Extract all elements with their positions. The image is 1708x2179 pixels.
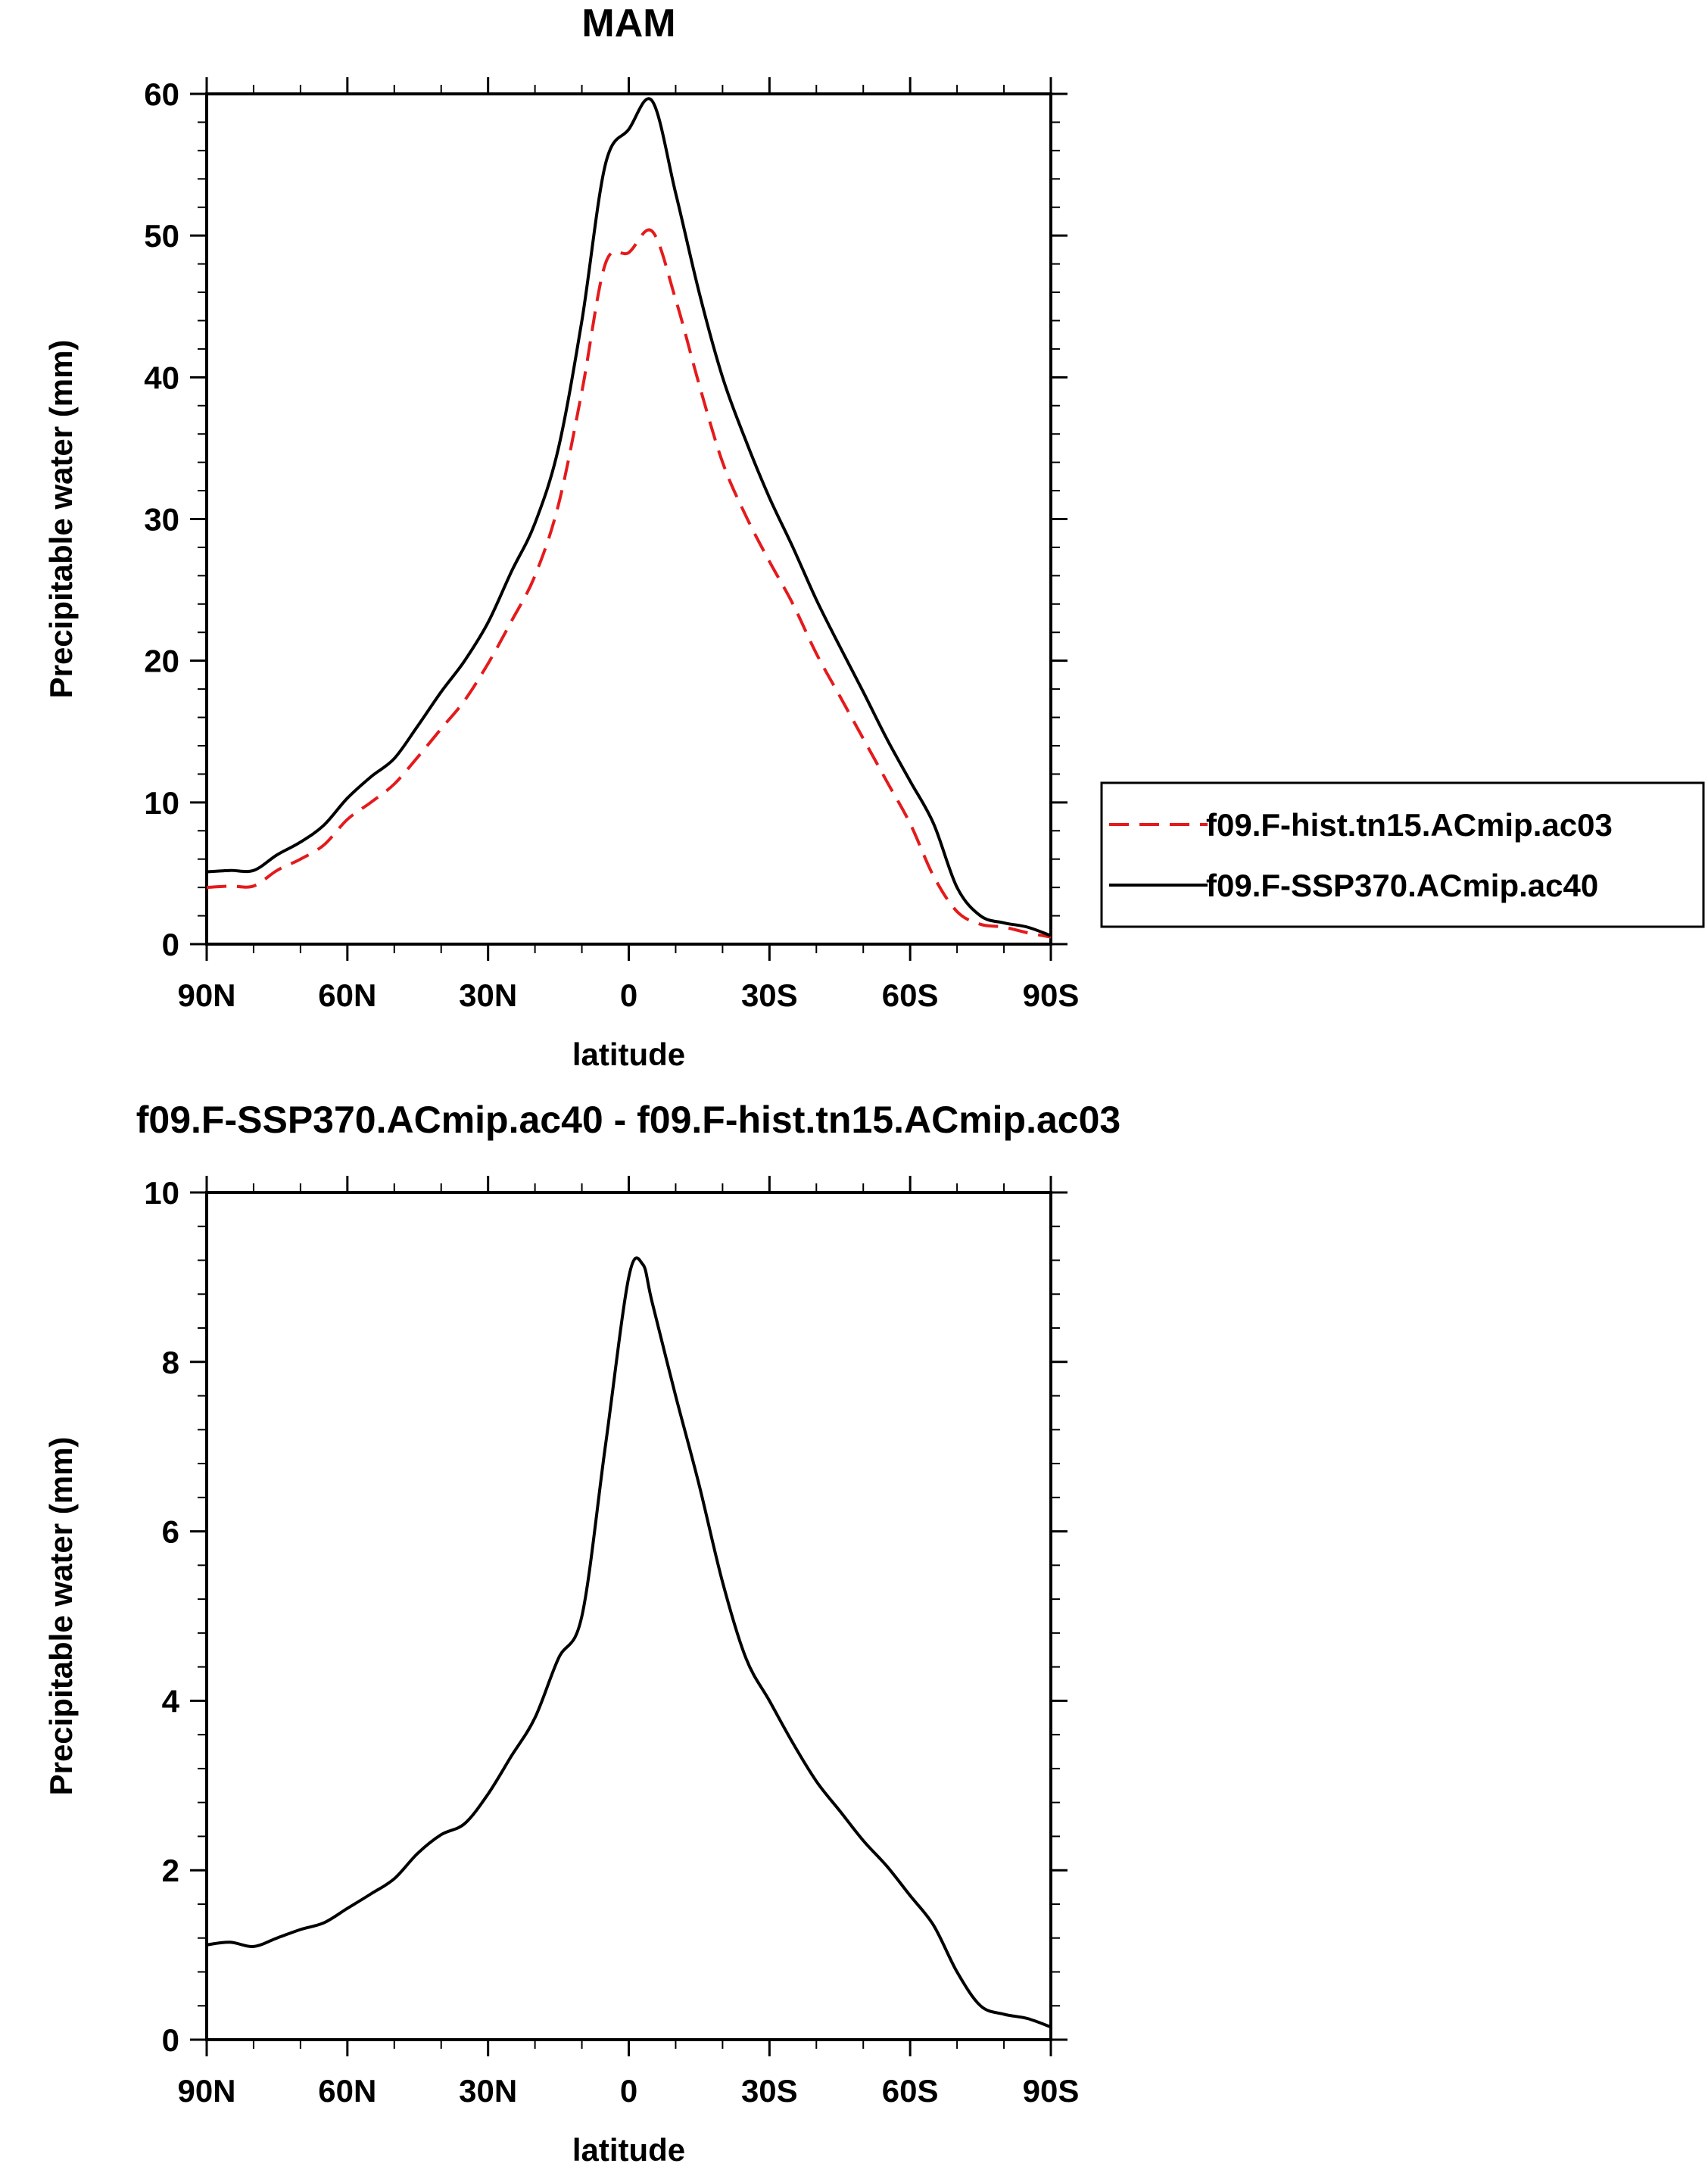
x-tick-label: 60S <box>882 2073 939 2109</box>
y-axis-label: Precipitable water (mm) <box>43 1437 79 1796</box>
x-tick-label: 60S <box>882 977 939 1013</box>
y-tick-label: 2 <box>162 1853 179 1888</box>
x-tick-label: 90S <box>1023 977 1080 1013</box>
x-tick-label: 30N <box>459 977 517 1013</box>
y-tick-label: 0 <box>162 927 179 962</box>
x-axis-label: latitude <box>572 2132 685 2168</box>
y-tick-label: 6 <box>162 1514 179 1550</box>
x-tick-label: 30S <box>741 977 798 1013</box>
y-tick-label: 0 <box>162 2022 179 2058</box>
chart-2: f09.F-SSP370.ACmip.ac40 - f09.F-hist.tn1… <box>43 1099 1120 2168</box>
y-tick-label: 4 <box>162 1683 180 1719</box>
x-tick-label: 90S <box>1023 2073 1080 2109</box>
y-tick-label: 10 <box>144 785 179 821</box>
series-line-1 <box>206 1256 1052 2029</box>
x-tick-label: 90N <box>177 2073 235 2109</box>
x-tick-label: 60N <box>318 977 376 1013</box>
legend-label-1: f09.F-hist.tn15.ACmip.ac03 <box>1206 807 1613 843</box>
x-tick-label: 0 <box>620 977 637 1013</box>
x-tick-label: 60N <box>318 2073 376 2109</box>
series-line-2 <box>206 97 1052 937</box>
x-axis-label: latitude <box>572 1037 685 1072</box>
chart-title: MAM <box>581 2 675 45</box>
y-tick-label: 60 <box>144 76 179 112</box>
x-tick-label: 0 <box>620 2073 637 2109</box>
y-tick-label: 20 <box>144 644 179 679</box>
y-axis-label: Precipitable water (mm) <box>43 340 79 699</box>
y-tick-label: 30 <box>144 502 179 538</box>
chart-1: MAM 0 10 20 30 40 50 60 90N 60N 30N 0 30S 60S 90S latit… <box>43 2 1705 1072</box>
x-tick-label: 90N <box>177 977 235 1013</box>
x-tick-label: 30N <box>459 2073 517 2109</box>
legend-label-2: f09.F-SSP370.ACmip.ac40 <box>1206 868 1598 903</box>
x-tick-label: 30S <box>741 2073 798 2109</box>
y-tick-label: 8 <box>162 1345 179 1380</box>
legend-box <box>1100 781 1705 928</box>
chart-title: f09.F-SSP370.ACmip.ac40 - f09.F-hist.tn1… <box>136 1099 1120 1141</box>
legend: f09.F-hist.tn15.ACmip.ac03 f09.F-SSP370.A… <box>1100 781 1705 928</box>
y-tick-label: 50 <box>144 218 179 254</box>
y-tick-label: 10 <box>144 1175 179 1211</box>
series-line-1 <box>206 228 1052 939</box>
y-tick-label: 40 <box>144 360 179 395</box>
